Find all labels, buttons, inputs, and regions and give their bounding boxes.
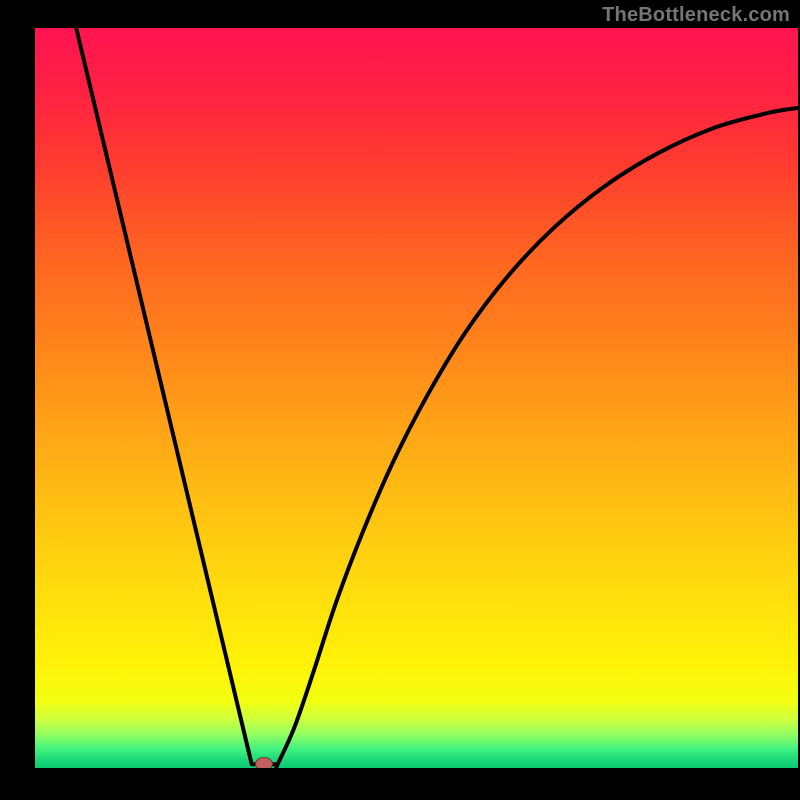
valley-marker-dot bbox=[255, 757, 273, 768]
bottleneck-curve bbox=[76, 28, 798, 767]
curve-svg bbox=[35, 28, 798, 768]
plot-area bbox=[35, 28, 798, 768]
chart-root: TheBottleneck.com bbox=[0, 0, 800, 800]
watermark-text: TheBottleneck.com bbox=[602, 4, 790, 27]
